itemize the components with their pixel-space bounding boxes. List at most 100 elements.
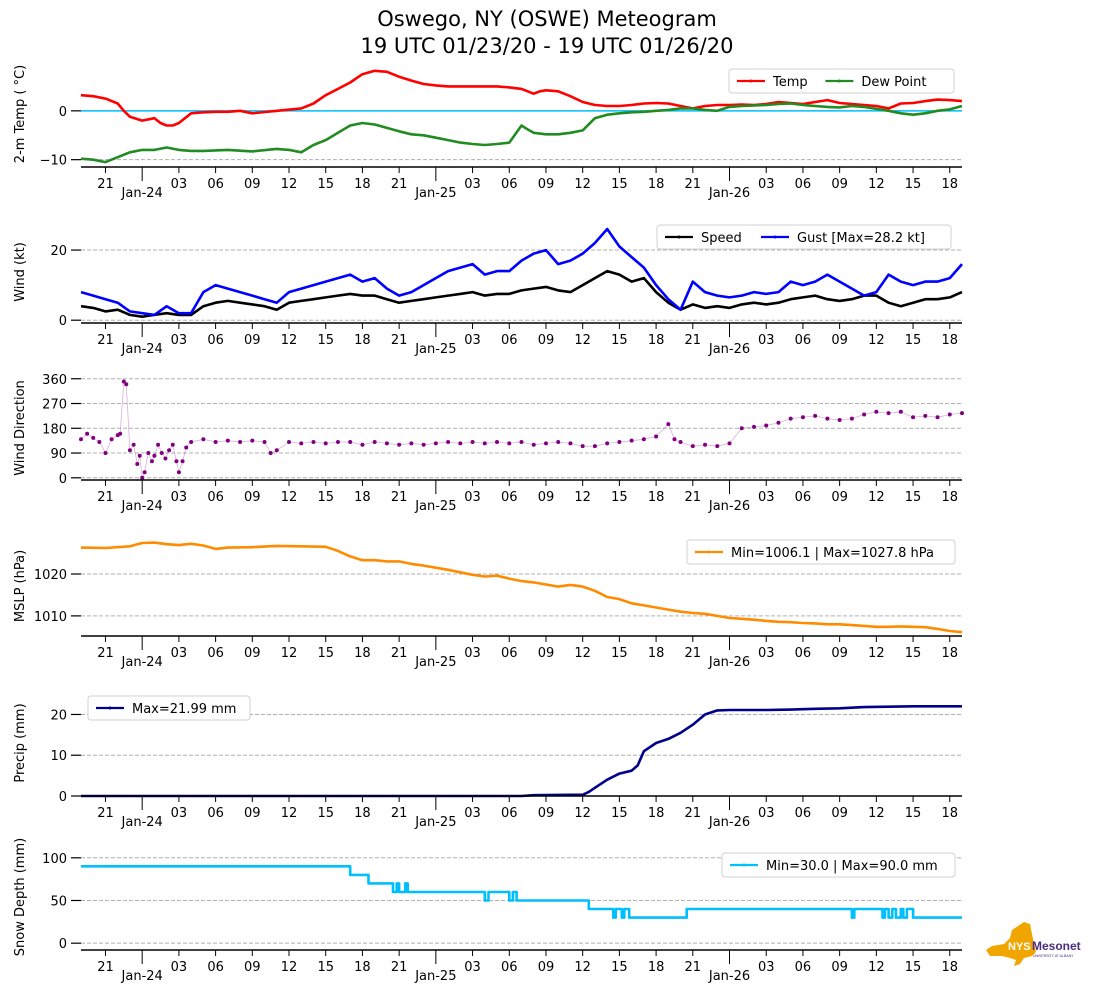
data-point [666, 422, 671, 427]
x-tick-label: 21 [97, 646, 114, 661]
x-tick-label: 18 [648, 177, 665, 192]
x-tick-label: 09 [831, 333, 848, 348]
x-tick-label: 06 [207, 490, 224, 505]
data-point [311, 440, 316, 445]
x-tick-label: 15 [611, 490, 628, 505]
x-tick-label: 06 [795, 490, 812, 505]
legend: Min=1006.1 | Max=1027.8 hPa [686, 539, 956, 565]
nys-mesonet-logo: NYS Mesonet UNIVERSITY AT ALBANY [986, 922, 1081, 966]
data-point [127, 448, 132, 453]
x-tick-label: 12 [281, 646, 298, 661]
data-point [690, 444, 695, 449]
data-point [174, 459, 179, 464]
x-tick-label: 03 [464, 333, 481, 348]
x-tick-label: 12 [868, 490, 885, 505]
data-point [507, 441, 512, 446]
panel-precip: 0 10 20 Precip (mm) 21 03 06 09 12 15 18 21 03 06 09 12… [13, 695, 962, 830]
x-tick-label: 12 [574, 960, 591, 975]
x-tick-label: 21 [97, 333, 114, 348]
x-tick-label: 09 [244, 806, 261, 821]
x-tick-label: 03 [758, 490, 775, 505]
data-point [135, 462, 140, 467]
x-tick-label: 21 [97, 960, 114, 975]
x-day-label: Jan-26 [708, 815, 750, 830]
data-point [531, 442, 536, 447]
x-tick-label: 09 [244, 177, 261, 192]
data-point [470, 440, 475, 445]
data-point [201, 437, 206, 442]
legend-label: Min=1006.1 | Max=1027.8 hPa [731, 546, 934, 561]
y-tick-label: 0 [59, 314, 67, 329]
series-line-dew [80, 102, 963, 164]
x-tick-label: 21 [391, 490, 408, 505]
data-point [97, 440, 102, 445]
x-tick-label: 09 [538, 490, 555, 505]
data-point [189, 440, 194, 445]
data-point [268, 451, 273, 456]
data-point [372, 440, 377, 445]
x-tick-label: 03 [464, 177, 481, 192]
data-point [184, 445, 189, 450]
x-tick-label: 15 [905, 177, 922, 192]
x-tick-label: 09 [538, 333, 555, 348]
logo-university-text: UNIVERSITY AT ALBANY [1033, 954, 1074, 958]
data-point [727, 441, 732, 446]
legend-box [87, 695, 251, 721]
legend-box [686, 539, 956, 565]
x-day-label: Jan-25 [414, 186, 456, 201]
data-point [213, 440, 218, 445]
chart-title-line1: Oswego, NY (OSWE) Meteogram [377, 7, 717, 31]
x-tick-label: 21 [391, 333, 408, 348]
x-tick-label: 21 [685, 490, 702, 505]
data-point [149, 459, 154, 464]
data-point [543, 441, 548, 446]
x-tick-label: 06 [501, 490, 518, 505]
x-tick-label: 09 [244, 333, 261, 348]
y-tick-label: 0 [59, 105, 67, 120]
x-tick-label: 18 [648, 333, 665, 348]
data-point [176, 470, 181, 475]
chart-title-line2: 19 UTC 01/23/20 - 19 UTC 01/26/20 [360, 34, 734, 58]
x-tick-label: 21 [391, 177, 408, 192]
x-tick-label: 21 [391, 806, 408, 821]
x-tick-label: 06 [501, 333, 518, 348]
data-point [121, 379, 126, 384]
data-point [140, 475, 145, 480]
y-tick-label: 20 [50, 708, 67, 723]
x-tick-label: 18 [354, 960, 371, 975]
data-point [862, 412, 867, 417]
x-tick-label: 03 [758, 646, 775, 661]
data-point [323, 441, 328, 446]
data-point [678, 440, 683, 445]
data-point [715, 444, 720, 449]
data-point [397, 442, 402, 447]
x-tick-label: 18 [354, 646, 371, 661]
data-point [103, 451, 108, 456]
x-tick-label: 12 [574, 490, 591, 505]
data-point [109, 437, 114, 442]
data-point [580, 444, 585, 449]
data-point [118, 431, 123, 436]
data-point [592, 444, 597, 449]
legend-label: Min=30.0 | Max=90.0 mm [766, 859, 938, 874]
data-point [886, 411, 891, 416]
data-point [800, 415, 805, 420]
x-tick-label: 06 [795, 960, 812, 975]
x-tick-label: 09 [831, 646, 848, 661]
data-point [837, 418, 842, 423]
y-axis-label: Wind (kt) [13, 242, 28, 302]
data-point [495, 440, 500, 445]
x-tick-label: 21 [97, 490, 114, 505]
x-tick-label: 15 [611, 646, 628, 661]
x-tick-label: 21 [97, 177, 114, 192]
x-day-label: Jan-24 [121, 655, 163, 670]
data-point [91, 435, 96, 440]
x-tick-label: 03 [758, 333, 775, 348]
data-point [629, 438, 634, 443]
data-point [225, 438, 230, 443]
data-point [935, 415, 940, 420]
x-tick-label: 03 [758, 960, 775, 975]
x-tick-label: 18 [354, 333, 371, 348]
data-point [409, 441, 414, 446]
legend-box [656, 224, 952, 250]
